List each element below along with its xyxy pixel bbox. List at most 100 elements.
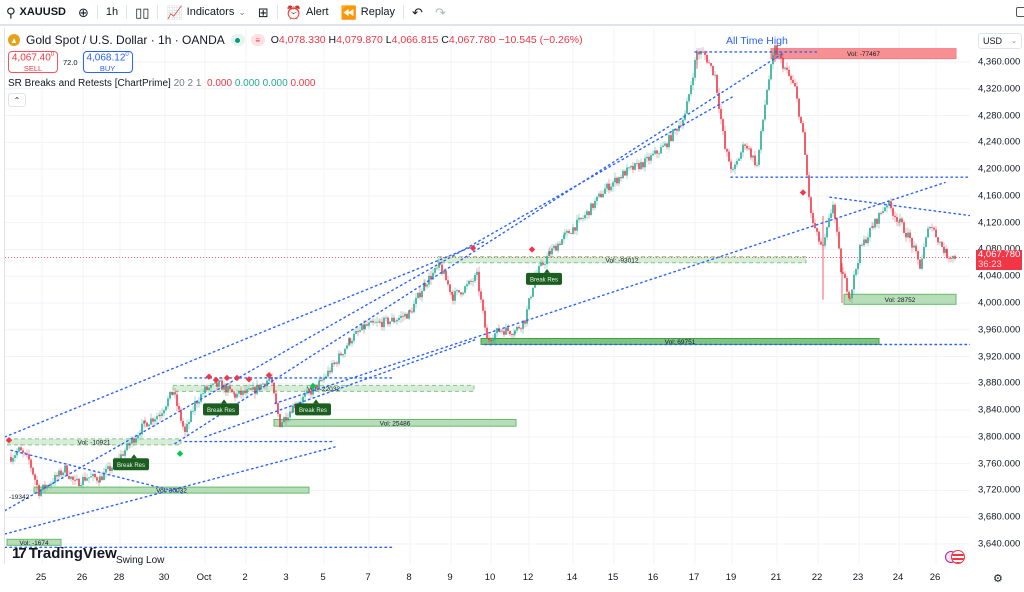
buy-button[interactable]: 4,068.120 BUY <box>82 51 133 73</box>
candle <box>152 417 154 426</box>
candle <box>38 483 40 499</box>
time-tick-label: 30 <box>158 572 170 583</box>
compare-symbol-button[interactable]: ⊕ <box>72 1 95 23</box>
candle <box>931 223 933 232</box>
candle <box>760 128 762 154</box>
chart-settings-button[interactable]: ⚙ <box>993 573 1003 585</box>
undo-icon: ↶ <box>412 4 423 20</box>
candle <box>564 229 566 239</box>
candle <box>557 241 559 253</box>
symbol-title[interactable]: Gold Spot / U.S. Dollar · 1h · OANDA <box>26 33 225 47</box>
candle <box>734 161 736 175</box>
candle <box>662 141 664 148</box>
candle <box>331 360 333 374</box>
candle <box>726 148 728 157</box>
candle <box>20 443 22 451</box>
economic-events[interactable] <box>945 550 965 564</box>
candle <box>899 213 901 227</box>
candle <box>252 382 254 391</box>
trendline[interactable] <box>829 196 971 217</box>
trendline[interactable] <box>174 51 786 445</box>
candle <box>921 254 923 271</box>
candle <box>688 93 690 104</box>
break-res-label: Break Res <box>526 268 562 285</box>
tradingview-logo[interactable]: 17 TradingView <box>12 545 117 562</box>
trendline[interactable] <box>274 181 946 405</box>
trendline[interactable] <box>10 449 186 495</box>
time-tick-label: 15 <box>607 572 619 583</box>
trendline[interactable] <box>5 240 486 438</box>
candle <box>204 385 206 397</box>
candle <box>273 381 275 394</box>
candle <box>393 314 395 325</box>
candle <box>349 337 351 346</box>
redo-button[interactable]: ↷ <box>429 1 452 23</box>
candle <box>426 283 428 289</box>
interval-button[interactable]: 1h <box>100 1 124 23</box>
symbol-search-button[interactable]: ⚲ XAUUSD <box>0 1 72 23</box>
candle <box>107 462 109 472</box>
price-chart-canvas[interactable]: Vol: -77467 Vol: -93012 Vol: 28752 Vol: 697… <box>5 28 971 564</box>
us-flag-icon[interactable] <box>951 550 965 564</box>
trendline[interactable] <box>5 446 336 535</box>
indicator-value-4: 0.000 <box>290 78 316 89</box>
swing-high-marker-icon <box>212 376 220 384</box>
candle <box>861 242 863 247</box>
candle <box>172 391 174 397</box>
undo-button[interactable]: ↶ <box>406 1 429 23</box>
candle <box>406 312 408 319</box>
chart-type-button[interactable]: ▯▯ <box>129 1 155 23</box>
swing-high-marker-icon <box>245 376 253 383</box>
candle <box>511 332 513 339</box>
swing-high-marker-icon <box>223 374 231 382</box>
data-warning-icon[interactable]: ≡ <box>250 34 265 46</box>
currency-button[interactable]: USD ⌄ <box>978 33 1022 49</box>
candle <box>208 386 210 395</box>
candle <box>712 65 714 77</box>
candle <box>488 333 490 344</box>
sell-button[interactable]: 4,067.400 SELL <box>8 51 58 73</box>
indicator-legend[interactable]: SR Breaks and Retests [ChartPrime] 20 2 … <box>8 78 583 89</box>
candle <box>622 169 624 179</box>
candle <box>14 451 16 463</box>
candle <box>424 279 426 291</box>
candle <box>832 201 834 217</box>
candle <box>941 240 943 248</box>
swing-high-marker-icon <box>233 374 241 382</box>
candle <box>859 243 861 266</box>
time-tick-label: 3 <box>283 572 289 583</box>
alert-button[interactable]: ⏰ Alert <box>280 1 335 23</box>
candle <box>186 419 188 438</box>
candle <box>954 254 956 261</box>
fullscreen-button[interactable] <box>1016 7 1024 17</box>
candle <box>266 376 268 391</box>
collapse-legend-button[interactable]: ⌃ <box>8 93 26 107</box>
indicators-button[interactable]: 📈 Indicators ⌄ <box>160 1 251 23</box>
candle <box>470 278 472 285</box>
layouts-button[interactable]: ⊞ <box>252 1 275 23</box>
candle <box>750 146 752 161</box>
price-axis[interactable]: 3,640.000 3,680.000 3,720.000 3,760.000 3,80… <box>970 28 1024 564</box>
spread-value: 72.0 <box>63 57 78 67</box>
candle <box>758 149 760 168</box>
time-axis[interactable]: 25 26 28 30 Oct 2 3 5 7 8 9 10 12 14 15 16 17 19 21 22 23 24 2… <box>4 566 970 592</box>
candle <box>578 213 580 223</box>
svg-text:Vol: -93012: Vol: -93012 <box>606 257 639 264</box>
candle <box>816 227 818 236</box>
replay-button[interactable]: ⏪ Replay <box>335 1 401 23</box>
candle <box>60 467 62 478</box>
candle <box>836 217 838 237</box>
candle <box>766 88 768 106</box>
candle <box>32 466 34 477</box>
candle <box>122 450 124 457</box>
trendline[interactable] <box>5 94 736 512</box>
candle <box>876 217 878 228</box>
candle <box>486 324 488 339</box>
candle <box>574 227 576 235</box>
candle <box>436 265 438 271</box>
chart-pane[interactable]: Vol: -77467 Vol: -93012 Vol: 28752 Vol: 697… <box>4 28 971 564</box>
candle <box>99 473 101 483</box>
candle <box>840 247 842 275</box>
candle <box>370 319 372 323</box>
candle <box>210 383 212 392</box>
